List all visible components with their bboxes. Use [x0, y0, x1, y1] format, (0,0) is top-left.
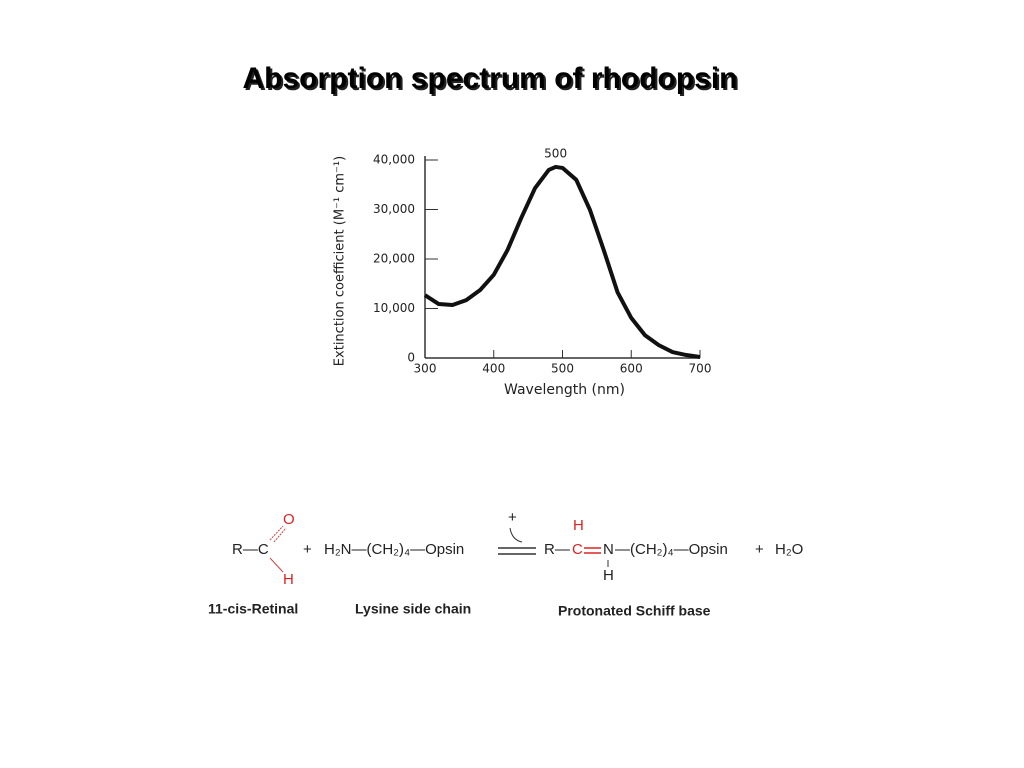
peak-annotation: 500: [544, 146, 567, 160]
retinal-r: R—C: [232, 541, 269, 558]
y-tick-label: 30,000: [373, 202, 415, 216]
lysine: H₂N—(CH₂)₄—Opsin: [324, 541, 464, 558]
label: 11-cis-Retinal: [208, 601, 298, 617]
retinal-o: O: [283, 511, 295, 528]
product-c: C: [572, 541, 583, 558]
bond: [273, 527, 287, 543]
retinal-h: H: [283, 571, 294, 588]
water: H₂O: [775, 541, 803, 558]
product-chain: —(CH₂)₄—Opsin: [615, 541, 728, 558]
y-tick-label: 20,000: [373, 252, 415, 266]
label: Lysine side chain: [355, 601, 471, 617]
x-tick-label: 400: [482, 362, 505, 376]
y-tick-label: 10,000: [373, 301, 415, 315]
title-shadow: Absorption spectrum of rhodopsin: [245, 64, 740, 97]
product-hn: H: [603, 567, 614, 584]
label: Protonated Schiff base: [558, 603, 711, 619]
chart: 0 10,000 20,000 30,000 40,000 300 400 500 600 700…: [333, 146, 712, 398]
product-n: N: [603, 541, 614, 558]
y-tick-label: 0: [407, 351, 415, 365]
x-tick-label: 600: [620, 362, 643, 376]
x-axis-label: Wavelength (nm): [504, 382, 625, 398]
product-hc: H: [573, 517, 584, 534]
x-tick-label: 700: [689, 362, 712, 376]
reaction: R—C O H + H₂N—(CH₂)₄—Opsin + R— C H N H …: [208, 509, 803, 619]
y-tick-label: 40,000: [373, 153, 415, 167]
plus: +: [303, 541, 312, 558]
bond: [269, 525, 284, 541]
catalyst-arrow: [509, 527, 523, 543]
product-r: R—: [544, 541, 570, 558]
x-tick-label: 500: [551, 362, 574, 376]
x-tick-label: 300: [414, 362, 437, 376]
spectrum-line: [423, 164, 701, 359]
y-axis-label: Extinction coefficient (M⁻¹ cm⁻¹): [333, 156, 348, 366]
slide-title: Absorption spectrum of rhodopsin: [243, 62, 738, 95]
bond: [269, 557, 284, 573]
plus: +: [755, 541, 764, 558]
catalyst: +: [508, 509, 517, 526]
